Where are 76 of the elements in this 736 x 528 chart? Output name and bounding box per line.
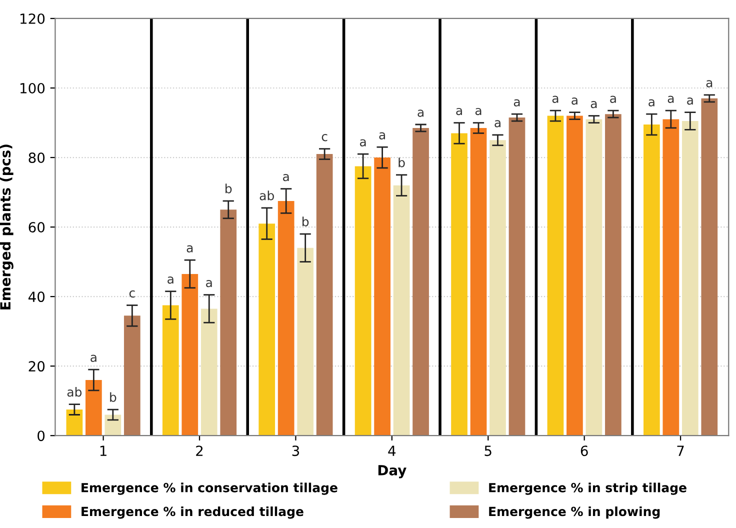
- legend-label: Emergence % in conservation tillage: [82, 482, 338, 495]
- data-label: a: [668, 96, 674, 103]
- bar: [316, 154, 333, 436]
- y-tick-label: 40: [28, 292, 45, 302]
- data-label: a: [206, 280, 212, 288]
- data-label: a: [494, 120, 500, 128]
- y-tick-label: 0: [38, 430, 45, 442]
- y-tick-label: 120: [20, 13, 45, 24]
- bar: [451, 133, 468, 436]
- bar: [124, 316, 140, 436]
- bar: [644, 124, 660, 436]
- y-tick-label: 80: [28, 152, 45, 163]
- x-axis-title: Day: [378, 465, 406, 478]
- bar: [605, 114, 622, 436]
- x-tick-label: 3: [292, 446, 300, 456]
- bar: [701, 98, 718, 436]
- data-label: a: [552, 96, 558, 103]
- data-label: b: [110, 392, 116, 402]
- y-tick-label: 60: [28, 222, 45, 233]
- data-label: b: [398, 158, 405, 168]
- bar: [162, 305, 179, 436]
- data-label: a: [648, 99, 654, 106]
- bar: [66, 410, 83, 436]
- data-label: a: [360, 139, 366, 146]
- data-label: a: [610, 96, 616, 103]
- y-tick-label: 100: [20, 82, 45, 94]
- data-label: c: [322, 134, 328, 142]
- bar: [258, 224, 276, 436]
- x-tick-label: 4: [388, 446, 396, 456]
- legend-label: Emergence % in reduced tillage: [82, 506, 304, 519]
- data-label: ab: [67, 387, 82, 397]
- data-label: a: [283, 174, 289, 182]
- bar: [412, 128, 429, 436]
- bar: [278, 200, 294, 436]
- bar: [490, 140, 506, 436]
- bar: [86, 380, 102, 436]
- data-label: a: [418, 110, 424, 117]
- bar: [586, 119, 602, 436]
- x-tick-label: 1: [100, 446, 106, 456]
- legend-label: Emergence % in strip tillage: [489, 482, 686, 495]
- x-tick-label: 2: [196, 446, 203, 456]
- x-tick-label: 6: [580, 446, 588, 456]
- bar: [220, 210, 237, 436]
- bar: [297, 248, 314, 436]
- data-label: ab: [260, 190, 274, 200]
- bar: [374, 158, 390, 436]
- data-label: a: [687, 98, 693, 105]
- x-tick-label: 7: [677, 446, 684, 456]
- y-tick-label: 20: [28, 361, 45, 372]
- bar: [393, 185, 410, 436]
- data-label: a: [168, 276, 174, 284]
- bar: [200, 308, 218, 436]
- data-label: a: [186, 245, 193, 252]
- data-label: a: [90, 354, 96, 362]
- bar: [682, 121, 698, 436]
- data-label: a: [475, 108, 482, 116]
- data-label: a: [456, 108, 462, 116]
- y-axis-title: Emerged plants (pcs): [0, 144, 14, 310]
- data-label: b: [226, 184, 232, 194]
- data-label: a: [379, 132, 385, 140]
- bar: [104, 414, 122, 436]
- bar: [508, 118, 526, 436]
- bar: [470, 128, 487, 436]
- data-label: a: [590, 100, 597, 108]
- bar: [182, 274, 198, 436]
- data-label: b: [302, 216, 309, 226]
- bar: [662, 119, 680, 436]
- data-label: c: [129, 290, 135, 298]
- x-tick-label: 5: [484, 446, 492, 456]
- bar: [547, 116, 564, 436]
- data-label: a: [706, 80, 712, 88]
- data-label: a: [514, 99, 520, 106]
- bar: [354, 166, 372, 436]
- bar: [566, 116, 583, 436]
- data-label: a: [572, 98, 578, 105]
- legend-label: Emergence % in plowing: [489, 506, 660, 519]
